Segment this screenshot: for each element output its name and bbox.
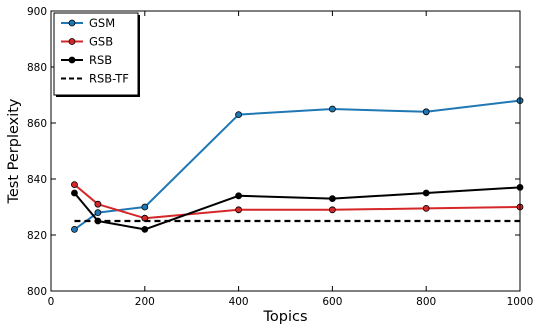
y-tick-label: 860: [27, 118, 47, 130]
legend-marker-gsm: [68, 19, 76, 27]
legend-label-gsb: GSB: [89, 35, 113, 49]
x-axis-title: Topics: [262, 309, 307, 324]
data-point-rsb: [141, 225, 149, 233]
data-point-gsm: [94, 209, 102, 217]
y-tick-label: 800: [27, 286, 47, 298]
x-tick-label: 600: [322, 296, 342, 308]
data-point-gsm: [141, 203, 149, 211]
legend-marker-rsb: [68, 56, 76, 64]
legend: GSM GSB RSB RSB-TF: [53, 12, 140, 97]
x-tick-label: 0: [48, 296, 55, 308]
legend-label-rsb: RSB: [89, 53, 112, 67]
data-point-gsb: [71, 181, 78, 189]
y-axis-title: Test Perplexity: [6, 98, 22, 204]
series-line-gsb: [73, 183, 521, 220]
legend-marker-gsb: [68, 38, 76, 45]
y-tick-label: 880: [27, 62, 47, 74]
data-point-rsb: [71, 189, 78, 197]
data-point-rsb: [328, 195, 336, 203]
data-point-rsb: [235, 192, 243, 200]
x-tick-label: 400: [229, 296, 249, 308]
data-point-gsb: [235, 206, 243, 214]
data-point-gsb: [328, 206, 336, 214]
x-tick-label: 200: [135, 296, 155, 308]
plot-frame: [50, 10, 521, 292]
legend-label-gsm: GSM: [89, 16, 115, 30]
x-tick-label: 800: [416, 296, 436, 308]
y-tick-label: 820: [27, 230, 47, 242]
data-point-rsb: [422, 189, 430, 197]
x-tick-label: 1000: [507, 296, 534, 308]
legend-box: [53, 12, 139, 96]
legend-label-rsb-tf: RSB-TF: [89, 72, 129, 86]
y-tick-label: 840: [27, 174, 47, 186]
data-point-gsm: [235, 111, 243, 118]
data-point-gsm: [71, 225, 78, 233]
data-point-gsm: [328, 105, 336, 113]
y-tick-label: 900: [27, 6, 47, 18]
data-point-gsb: [94, 200, 102, 208]
data-point-gsm: [422, 108, 430, 116]
data-point-gsb: [422, 204, 430, 212]
